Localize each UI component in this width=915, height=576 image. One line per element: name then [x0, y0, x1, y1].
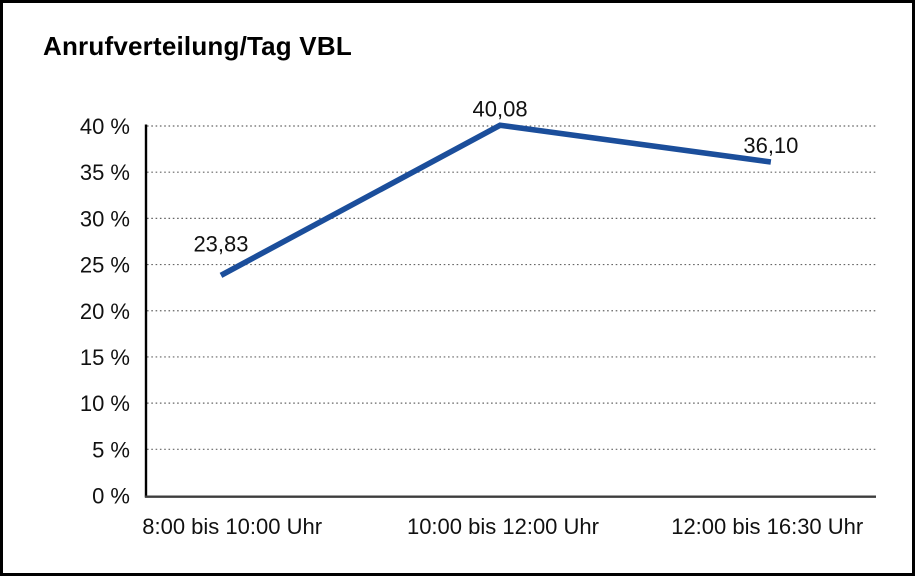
y-tick-label: 5 % [92, 437, 130, 462]
y-tick-label: 40 % [80, 114, 130, 139]
y-tick-label: 15 % [80, 345, 130, 370]
y-tick-label: 25 % [80, 253, 130, 278]
y-tick-label: 0 % [92, 484, 130, 509]
line-chart-canvas: 0 % 5 % 10 % 15 % 20 % 25 % 30 % 35 % 40 % 23,83 4… [80, 96, 876, 539]
x-axis-label: 8:00 bis 10:00 Uhr [142, 514, 322, 539]
data-point-label: 23,83 [193, 231, 248, 256]
y-tick-label: 20 % [80, 299, 130, 324]
y-tick-label: 35 % [80, 160, 130, 185]
y-tick-label: 30 % [80, 206, 130, 231]
chart-title: Anrufverteilung/Tag VBL [43, 31, 352, 61]
x-axis-label: 12:00 bis 16:30 Uhr [671, 514, 863, 539]
x-axis-label: 10:00 bis 12:00 Uhr [407, 514, 599, 539]
data-point-label: 40,08 [473, 96, 528, 121]
y-tick-label: 10 % [80, 391, 130, 416]
data-point-label: 36,10 [743, 133, 798, 158]
data-series-line [219, 122, 772, 278]
